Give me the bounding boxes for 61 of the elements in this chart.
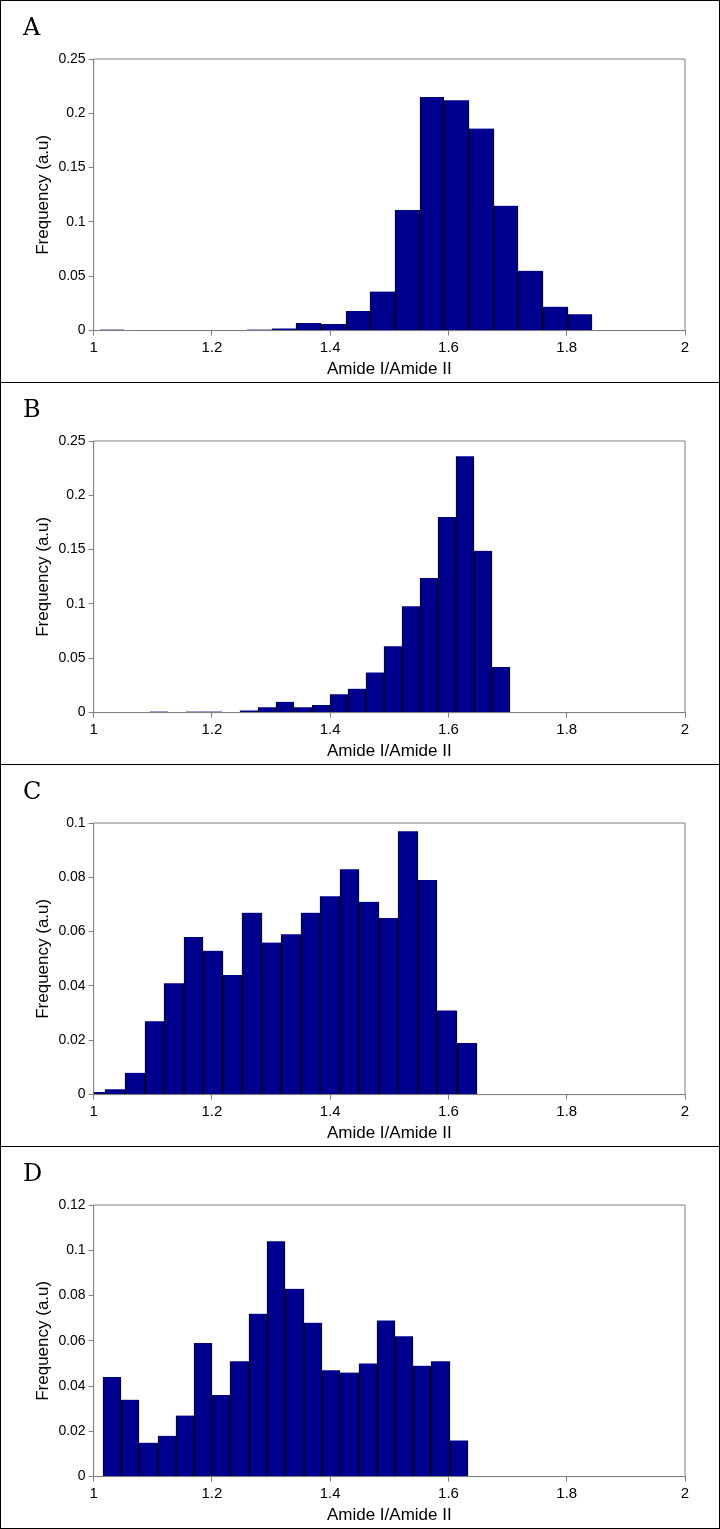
x-tick-label: 1.2 bbox=[201, 1483, 223, 1501]
y-tick-label: 0.02 bbox=[58, 1031, 86, 1048]
y-tick-label: 0.1 bbox=[66, 813, 86, 830]
y-tick-label: 0.1 bbox=[66, 1241, 86, 1258]
x-tick-label: 1.8 bbox=[556, 1101, 578, 1119]
y-tick-label: 0 bbox=[77, 321, 86, 338]
y-tick-label: 0 bbox=[77, 1085, 86, 1102]
x-axis-title: Amide I/Amide II bbox=[326, 1123, 452, 1143]
y-tick-label: 0.02 bbox=[58, 1422, 86, 1439]
x-axis-title: Amide I/Amide II bbox=[326, 741, 452, 761]
y-tick-label: 0.15 bbox=[58, 540, 86, 557]
x-tick-label: 1.6 bbox=[438, 1483, 459, 1501]
y-tick-label: 0.06 bbox=[58, 1331, 86, 1348]
y-tick-label: 0.05 bbox=[58, 649, 86, 666]
x-tick-label: 1.4 bbox=[319, 1101, 341, 1119]
chart-title: B bbox=[23, 395, 41, 423]
x-tick-label: 1.2 bbox=[201, 337, 223, 355]
y-tick-label: 0.2 bbox=[66, 104, 86, 121]
x-tick-label: 1.8 bbox=[556, 1483, 578, 1501]
x-tick-label: 2 bbox=[680, 1483, 690, 1501]
y-tick-label: 0.25 bbox=[58, 49, 86, 66]
x-tick-label: 1.4 bbox=[319, 337, 341, 355]
x-tick-label: 1.4 bbox=[319, 1483, 341, 1501]
x-tick-label: 2 bbox=[680, 337, 690, 355]
y-tick-label: 0.1 bbox=[66, 212, 86, 229]
x-tick-label: 1 bbox=[89, 1101, 98, 1119]
x-tick-label: 1 bbox=[89, 337, 98, 355]
x-tick-label: 1.6 bbox=[438, 719, 459, 737]
x-tick-label: 2 bbox=[680, 1101, 690, 1119]
y-tick-label: 0.04 bbox=[58, 1376, 86, 1393]
y-tick-label: 0.15 bbox=[58, 158, 86, 175]
y-axis-title: Frequency (a.u) bbox=[32, 1280, 52, 1401]
x-tick-label: 1.6 bbox=[438, 1101, 459, 1119]
y-tick-label: 0.2 bbox=[66, 486, 86, 503]
x-tick-label: 1 bbox=[89, 719, 98, 737]
y-tick-label: 0.05 bbox=[58, 267, 86, 284]
y-tick-label: 0.08 bbox=[58, 1286, 86, 1303]
x-tick-label: 1 bbox=[89, 1483, 98, 1501]
x-tick-label: 1.8 bbox=[556, 337, 578, 355]
y-tick-label: 0 bbox=[77, 703, 86, 720]
y-tick-label: 0 bbox=[77, 1467, 86, 1484]
x-tick-label: 1.6 bbox=[438, 337, 459, 355]
y-axis-title: Frequency (a.u) bbox=[32, 516, 52, 637]
y-axis-title: Frequency (a.u) bbox=[32, 898, 52, 1019]
y-tick-label: 0.08 bbox=[58, 868, 86, 885]
x-axis-title: Amide I/Amide II bbox=[326, 1505, 452, 1525]
x-tick-label: 1.8 bbox=[556, 719, 578, 737]
y-tick-label: 0.04 bbox=[58, 976, 86, 993]
chart-title: C bbox=[23, 777, 42, 805]
y-tick-label: 0.12 bbox=[58, 1195, 86, 1212]
chart-title: A bbox=[23, 13, 41, 41]
chart-title: D bbox=[23, 1159, 43, 1187]
y-axis-title: Frequency (a.u) bbox=[32, 134, 52, 255]
x-axis-title: Amide I/Amide II bbox=[326, 359, 452, 379]
x-tick-label: 1.2 bbox=[201, 719, 223, 737]
y-tick-label: 0.06 bbox=[58, 922, 86, 939]
y-tick-label: 0.25 bbox=[58, 431, 86, 448]
x-tick-label: 1.4 bbox=[319, 719, 341, 737]
x-tick-label: 2 bbox=[680, 719, 690, 737]
y-tick-label: 0.1 bbox=[66, 594, 86, 611]
x-tick-label: 1.2 bbox=[201, 1101, 223, 1119]
